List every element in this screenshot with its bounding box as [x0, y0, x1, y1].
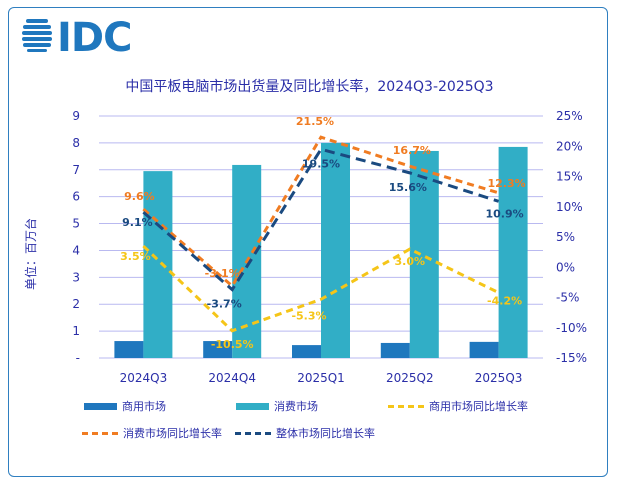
y-tick-label: 1	[72, 324, 80, 338]
y-tick-label: 7	[72, 163, 80, 177]
y-tick-label: 9	[72, 109, 80, 123]
data-label-commercial-yoy: 3.0%	[395, 255, 426, 268]
bar-consumer	[321, 142, 350, 358]
line-consumer-yoy	[142, 135, 500, 289]
y-tick-label: 4	[72, 243, 80, 257]
data-label-consumer-yoy: -3.1%	[205, 267, 240, 280]
data-label-commercial-yoy: -4.2%	[487, 295, 522, 308]
y2-tick-label: 15%	[556, 170, 583, 184]
data-label-total-yoy: -3.7%	[207, 298, 242, 311]
legend-label: 消费市场	[274, 400, 318, 413]
line-commercial-yoy	[142, 244, 500, 333]
y-tick-label: 2	[72, 297, 80, 311]
y-tick-label: 5	[72, 217, 80, 231]
x-tick-label: 2024Q4	[208, 371, 256, 385]
data-label-consumer-yoy: 12.3%	[488, 177, 526, 190]
y2-tick-label: 5%	[556, 230, 575, 244]
bar-consumer	[498, 146, 528, 358]
y2-tick-label: -10%	[556, 321, 587, 335]
y2-tick-label: 25%	[556, 109, 583, 123]
bar-commercial	[380, 342, 410, 358]
y-tick-label: 3	[72, 270, 80, 284]
legend-swatch	[235, 431, 271, 435]
bar-consumer	[409, 150, 439, 358]
legend-label: 商用市场	[122, 400, 166, 413]
bar-commercial	[114, 341, 144, 358]
legend-swatch	[82, 431, 118, 435]
legend-swatch	[84, 402, 117, 410]
legend-item-total-yoy: 整体市场同比增长率	[235, 425, 375, 441]
legend-item-commercial-yoy: 商用市场同比增长率	[388, 398, 528, 414]
bar-commercial	[292, 345, 321, 358]
data-label-total-yoy: 15.6%	[389, 181, 427, 194]
legend-swatch	[236, 402, 269, 410]
bar-commercial	[203, 341, 233, 358]
x-tick-label: 2025Q2	[386, 371, 434, 385]
y2-tick-label: 0%	[556, 260, 575, 274]
legend-item-consumer-yoy: 消费市场同比增长率	[82, 425, 222, 441]
y2-tick-label: -15%	[556, 351, 587, 365]
data-label-consumer-yoy: 16.7%	[393, 144, 431, 157]
bar-consumer	[143, 171, 173, 358]
line-total-yoy	[142, 147, 500, 292]
x-tick-label: 2024Q3	[120, 371, 168, 385]
legend-label: 整体市场同比增长率	[276, 427, 375, 440]
x-tick-label: 2025Q1	[297, 371, 345, 385]
y2-tick-label: 20%	[556, 139, 583, 153]
legend-swatch	[388, 404, 424, 408]
data-label-consumer-yoy: 9.6%	[124, 190, 155, 203]
data-label-total-yoy: 19.5%	[302, 157, 340, 170]
data-label-commercial-yoy: 3.5%	[120, 250, 151, 263]
legend-label: 商用市场同比增长率	[429, 400, 528, 413]
y-tick-label: 8	[72, 136, 80, 150]
y-tick-label: -	[76, 351, 80, 365]
data-label-commercial-yoy: -10.5%	[211, 338, 254, 351]
legend-item-commercial: 商用市场	[84, 398, 166, 414]
y2-tick-label: 10%	[556, 200, 583, 214]
data-label-commercial-yoy: -5.3%	[291, 309, 326, 322]
y-tick-label: 6	[72, 190, 80, 204]
chart-frame	[8, 7, 608, 477]
legend-label: 消费市场同比增长率	[123, 427, 222, 440]
svg-text:IDC: IDC	[57, 16, 131, 54]
idc-logo: IDC	[22, 16, 132, 54]
legend-item-consumer: 消费市场	[236, 398, 318, 414]
chart-title: 中国平板电脑市场出货量及同比增长率，2024Q3-2025Q3	[125, 79, 494, 95]
data-label-consumer-yoy: 21.5%	[296, 115, 334, 128]
bar-commercial	[469, 341, 499, 358]
x-tick-label: 2025Q3	[475, 371, 523, 385]
data-label-total-yoy: 10.9%	[486, 207, 524, 220]
y2-tick-label: -5%	[556, 291, 579, 305]
data-label-total-yoy: 9.1%	[122, 216, 153, 229]
